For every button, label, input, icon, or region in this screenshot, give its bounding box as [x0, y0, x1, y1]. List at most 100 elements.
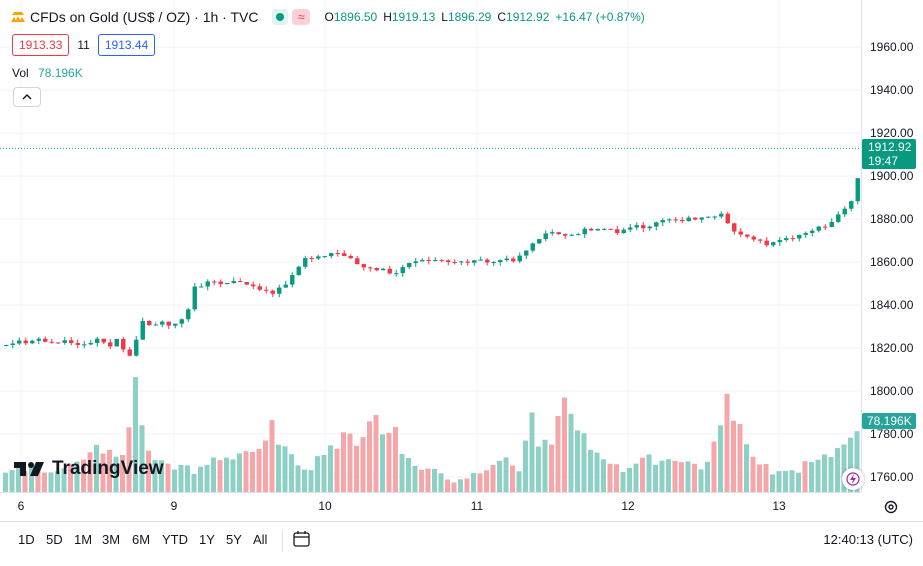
volume-bar: [237, 453, 242, 492]
range-button-6m[interactable]: 6M: [132, 532, 151, 547]
volume-bar: [672, 460, 678, 492]
volume-bar: [367, 421, 372, 492]
range-button-1m[interactable]: 1M: [74, 532, 93, 547]
candle-body: [641, 225, 646, 229]
candle-body: [277, 287, 282, 294]
volume-bar: [61, 468, 67, 492]
bottom-toolbar: 1D 5D 1M 3M 6M YTD 1Y 5Y All 12:40:13 (UTC): [0, 521, 923, 560]
last-price-label: 1912.92 19:47: [862, 139, 916, 169]
candle-body: [784, 238, 789, 241]
range-button-5d[interactable]: 5D: [46, 532, 63, 547]
volume-bar: [178, 464, 184, 492]
range-button-3m[interactable]: 3M: [102, 532, 121, 547]
volume-bar: [822, 454, 827, 492]
volume-bar: [172, 469, 177, 492]
candle-body: [166, 321, 171, 326]
volume-bar: [191, 473, 197, 492]
volume-bar: [614, 464, 619, 492]
volume-bar: [380, 434, 385, 492]
candle-body: [225, 282, 230, 285]
time-tick: 11: [470, 499, 484, 513]
candle-body: [803, 232, 808, 235]
candle-body: [719, 213, 724, 217]
candle-body: [660, 220, 665, 223]
ohlc-change: +16.47 (+0.87%): [555, 10, 645, 24]
candle-body: [420, 259, 425, 262]
goto-date-button[interactable]: [292, 530, 316, 552]
volume-bar: [718, 425, 723, 492]
candle-body: [374, 267, 379, 271]
candle-body: [602, 228, 607, 230]
time-axis[interactable]: 6 9 10 11 12 13: [0, 492, 861, 521]
volume-bar: [809, 462, 814, 492]
price-tick: 1760.00: [870, 469, 914, 484]
candle-body: [36, 338, 41, 341]
volume-bar: [588, 449, 593, 492]
volume-bar: [458, 479, 463, 492]
volume-bar: [321, 454, 327, 492]
candles: [4, 178, 860, 357]
calendar-icon: [293, 531, 310, 547]
collapse-legend-button[interactable]: [13, 87, 41, 107]
symbol-title[interactable]: CFDs on Gold (US$ / OZ) · 1h · TVC: [30, 9, 259, 25]
candle-body: [322, 256, 327, 258]
candle-body: [673, 219, 678, 221]
volume-bar: [438, 473, 444, 492]
candle-body: [108, 342, 113, 347]
candle-body: [634, 225, 639, 228]
volume-bar: [87, 452, 93, 492]
candle-body: [75, 343, 80, 345]
candle-body: [699, 217, 704, 220]
candle-body: [582, 228, 587, 235]
candle-body: [101, 338, 106, 343]
candle-body: [95, 338, 100, 343]
range-button-5y[interactable]: 5Y: [226, 532, 242, 547]
volume-bar: [35, 469, 41, 492]
volume-bar: [55, 471, 60, 492]
time-tick: 12: [621, 499, 635, 513]
range-button-1y[interactable]: 1Y: [199, 532, 215, 547]
tradingview-logo[interactable]: TradingView: [14, 458, 164, 480]
volume-bar: [373, 415, 379, 492]
volume-bar: [256, 448, 262, 492]
chart-settings-button[interactable]: [877, 495, 905, 519]
candle-body: [706, 216, 711, 218]
utc-clock[interactable]: 12:40:13 (UTC): [823, 532, 913, 547]
sell-price-box[interactable]: 1913.33: [12, 34, 70, 56]
volume-bar: [471, 473, 476, 492]
volume-bar: [731, 420, 736, 492]
volume-value: 78.196K: [38, 66, 83, 80]
range-button-1d[interactable]: 1D: [18, 532, 35, 547]
price-tick: 1780.00: [870, 426, 914, 441]
volume-bar: [334, 448, 340, 492]
candle-body: [329, 253, 334, 257]
price-axis[interactable]: 1960.00 1940.00 1920.00 1900.00 1880.00 1860.…: [861, 0, 923, 492]
volume-bar: [113, 456, 119, 492]
flash-icon[interactable]: [842, 468, 864, 490]
price-chart[interactable]: [0, 0, 861, 492]
candle-body: [381, 268, 386, 271]
volume-bar: [302, 469, 307, 492]
volume-bar: [432, 468, 437, 492]
chart-grid: [0, 0, 861, 492]
volume-bar: [679, 462, 684, 492]
range-button-all[interactable]: All: [253, 532, 268, 547]
market-closed-icon[interactable]: ≈: [292, 9, 311, 25]
candle-body: [361, 264, 366, 268]
price-tick: 1860.00: [870, 255, 914, 270]
candle-body: [595, 229, 600, 231]
volume-bar: [269, 420, 275, 492]
volume-bar: [360, 437, 366, 492]
candle-body: [517, 255, 522, 262]
chart-pane[interactable]: [0, 0, 861, 492]
candle-body: [615, 229, 620, 234]
volume-bar: [282, 446, 288, 492]
volume-bar: [48, 472, 54, 492]
buy-price-box[interactable]: 1913.44: [97, 34, 156, 56]
volume-bar: [841, 444, 847, 492]
range-button-ytd[interactable]: YTD: [162, 532, 188, 547]
volume-bar: [42, 472, 47, 492]
candle-body: [257, 286, 262, 290]
volume-bar: [815, 459, 821, 492]
status-dot-icon: [272, 9, 289, 25]
